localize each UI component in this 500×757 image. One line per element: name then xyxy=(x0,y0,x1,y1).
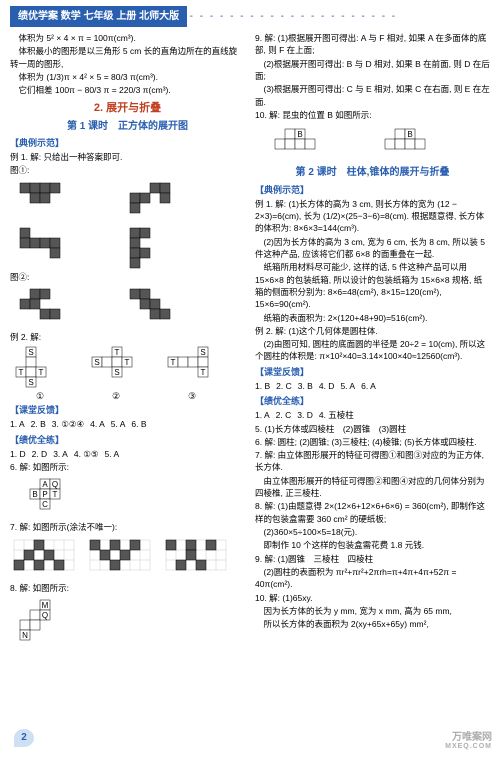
q6net-svg: AQ BPTC xyxy=(10,475,100,519)
q8net-svg: MQ N xyxy=(10,596,80,648)
nets2-svg xyxy=(10,285,230,329)
intro-2: 体积最小的图形是以三角形 5 cm 长的直角边所在的直线旋转一周的图形, xyxy=(10,45,245,70)
label-peiyou: 绩优全练 xyxy=(10,434,245,447)
svg-text:T: T xyxy=(125,358,130,367)
svg-text:T: T xyxy=(201,368,206,377)
r-label-dianli: 典例示范 xyxy=(255,184,490,197)
right-column: 9. 解: (1)根据展开图可得出: A 与 F 相对, 如果 A 在多面体的底… xyxy=(255,31,490,650)
ex2-line: 例 2. 解: xyxy=(10,331,245,343)
svg-text:T: T xyxy=(115,348,120,357)
brand: 绩优学案 xyxy=(18,11,58,22)
svg-text:M: M xyxy=(42,601,49,610)
r-q7: 7. 解: 由立体图形展开的特征可得图①和图③对应的为正方体, 长方体. xyxy=(255,449,490,474)
r-q8-3: 即制作 10 个这样的包装盒需花费 1.8 元钱. xyxy=(255,539,490,551)
svg-text:②: ② xyxy=(112,391,120,401)
intro-3: 体积为 (1/3)π × 4² × 5 = 80/3 π(cm³). xyxy=(10,71,245,83)
r-label-peiyou: 绩优全练 xyxy=(255,395,490,408)
r-label-ketang: 课堂反馈 xyxy=(255,366,490,379)
r-q6: 6. 解: 圆柱; (2)圆锥; (3)三棱柱; (4)棱锥; (5)长方体或四… xyxy=(255,436,490,448)
peiyou-answers: 1. D2. D3. A4. ①⑤5. A xyxy=(10,448,245,460)
ex1-t2: 图②: xyxy=(10,271,245,283)
lesson-1-title: 第 1 课时 正方体的展开图 xyxy=(10,120,245,135)
r-q8-1: 8. 解: (1)由题意得 2×(12×6+12×6+6×6) = 360(cm… xyxy=(255,500,490,525)
svg-text:B: B xyxy=(32,490,37,499)
r-ex1-2: (2)因为长方体的高为 3 cm, 宽为 6 cm, 长为 8 cm, 所以装 … xyxy=(255,236,490,261)
q6: 6. 解: 如图所示: xyxy=(10,461,245,473)
svg-text:①: ① xyxy=(36,391,44,401)
r-q9-2: (2)根据展开图可得出: B 与 D 相对, 如果 B 在前面, 则 D 在后面… xyxy=(255,58,490,83)
r-q5: 5. (1)长方体或四棱柱 (2)圆锥 (3)圆柱 xyxy=(255,423,490,435)
svg-text:A: A xyxy=(42,480,48,489)
svg-text:T: T xyxy=(19,368,24,377)
ex2nets-svg: STTS①TSTS②STT③ xyxy=(10,345,240,401)
r-q10: 10. 解: 昆虫的位置 B 如图所示: xyxy=(255,109,490,121)
svg-text:③: ③ xyxy=(188,391,196,401)
svg-text:N: N xyxy=(22,631,28,640)
svg-text:T: T xyxy=(53,490,58,499)
lesson-2-title: 第 2 课时 柱体,锥体的展开与折叠 xyxy=(255,166,490,181)
q7nets-svg xyxy=(10,536,240,580)
header-dashes: - - - - - - - - - - - - - - - - - - - - … xyxy=(190,9,398,24)
ex1-line: 例 1. 解: 只给出一种答案即可. xyxy=(10,151,245,163)
r-ketang: 1. B2. C3. B4. D5. A6. A xyxy=(255,380,490,392)
svg-text:S: S xyxy=(94,358,99,367)
r-q9-1: 9. 解: (1)根据展开图可得出: A 与 F 相对, 如果 A 在多面体的底… xyxy=(255,32,490,57)
svg-text:C: C xyxy=(42,500,48,509)
ketang-answers: 1. A2. B3. ①②④4. A5. A6. B xyxy=(10,418,245,430)
page-number: 2 xyxy=(14,729,34,747)
svg-text:S: S xyxy=(28,378,33,387)
svg-text:P: P xyxy=(42,490,47,499)
svg-text:B: B xyxy=(407,130,412,139)
r-ex1-4: 纸箱的表面积为: 2×(120+48+90)=516(cm²). xyxy=(255,312,490,324)
r-q10b-3: 所以长方体的表面积为 2(xy+65x+65y) mm², xyxy=(255,618,490,630)
ex1-t1: 图①: xyxy=(10,164,245,176)
r-ex2-1: 例 2. 解: (1)这个几何体是圆柱体. xyxy=(255,325,490,337)
intro-1: 体积为 5² × 4 × π = 100π(cm³). xyxy=(10,32,245,44)
nets1-svg xyxy=(10,179,230,269)
r-peiyou: 1. A2. C3. D4. 五棱柱 xyxy=(255,409,490,421)
svg-text:S: S xyxy=(114,368,119,377)
label-dianli: 典例示范 xyxy=(10,137,245,150)
r-q8-2: (2)360×5÷100×5=18(元). xyxy=(255,526,490,538)
r-ex1-1: 例 1. 解: (1)长方体的高为 3 cm, 则长方体的宽为 (12 − 2×… xyxy=(255,198,490,235)
watermark: 万唯案网 MXEQ.COM xyxy=(445,732,492,751)
svg-text:T: T xyxy=(39,368,44,377)
r-q9b-1: 9. 解: (1)圆锥 三棱柱 四棱柱 xyxy=(255,553,490,565)
q7: 7. 解: 如图所示(涂法不唯一): xyxy=(10,521,245,533)
r-q9-3: (3)根据展开图可得出: C 与 E 相对, 如果 C 在右面, 则 E 在左面… xyxy=(255,83,490,108)
svg-text:Q: Q xyxy=(52,480,58,489)
section-2-title: 2. 展开与折叠 xyxy=(10,101,245,117)
q8: 8. 解: 如图所示: xyxy=(10,582,245,594)
intro-4: 它们相差 100π − 80/3 π = 220/3 π(cm³). xyxy=(10,84,245,96)
label-ketang: 课堂反馈 xyxy=(10,404,245,417)
r-q10b-1: 10. 解: (1)65xy. xyxy=(255,592,490,604)
subject: 数学 七年级 上册 北师大版 xyxy=(61,11,179,22)
svg-text:S: S xyxy=(28,348,33,357)
svg-text:B: B xyxy=(297,130,302,139)
svg-text:T: T xyxy=(171,358,176,367)
r-q7b: 由立体图形展开的特征可得图②和图④对应的几何体分别为四棱椎, 正三棱柱. xyxy=(255,475,490,500)
r-q10b-2: 因为长方体的长为 y mm, 宽为 x mm, 高为 65 mm, xyxy=(255,605,490,617)
left-column: 体积为 5² × 4 × π = 100π(cm³). 体积最小的图形是以三角形… xyxy=(10,31,245,650)
r-ex1-3: 纸箱所用材料尽可能少, 这样的话, 5 件这种产品可以用 15×6×8 的包装纸… xyxy=(255,261,490,310)
q10net-svg: BB xyxy=(255,123,485,163)
r-ex2-2: (2)由图可知, 圆柱的底面圆的半径是 20÷2 = 10(cm), 所以这个圆… xyxy=(255,338,490,363)
svg-text:Q: Q xyxy=(42,611,48,620)
r-q9b-2: (2)圆柱的表面积为 πr²+πr²+2πrh=π+4π+4π+52π = 40… xyxy=(255,566,490,591)
svg-text:S: S xyxy=(200,348,205,357)
